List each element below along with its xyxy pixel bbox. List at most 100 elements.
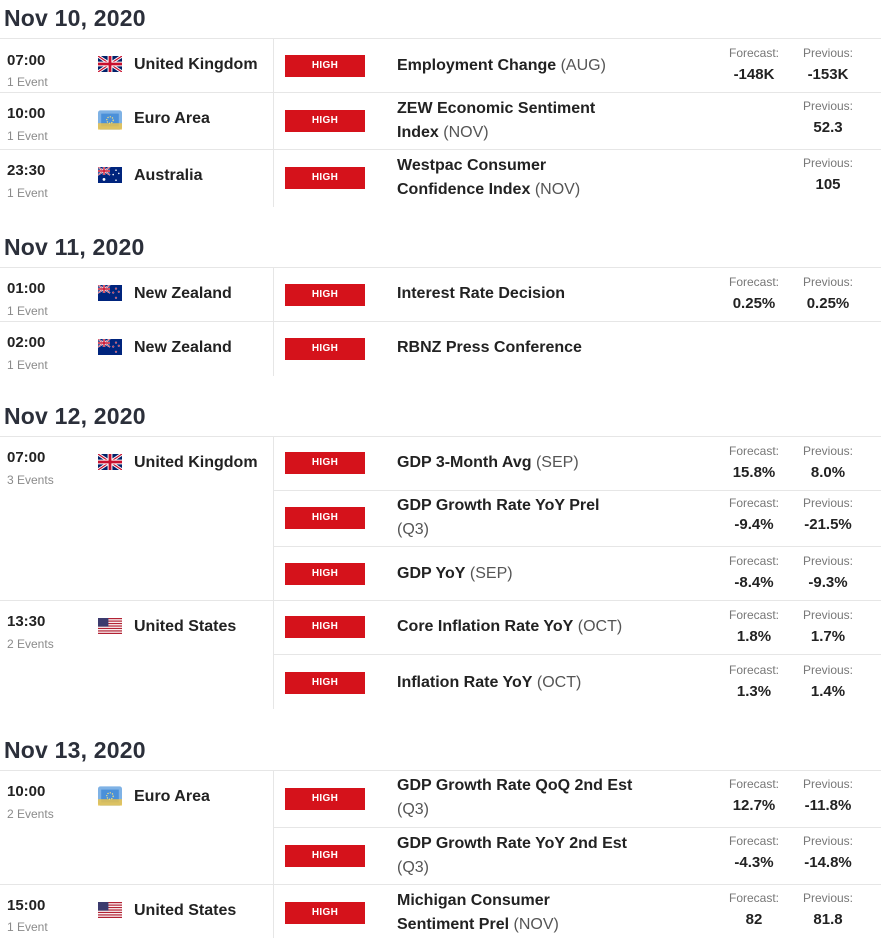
previous-label: Previous: <box>802 444 854 458</box>
new-zealand-flag-icon <box>98 339 122 355</box>
previous-label: Previous: <box>802 156 854 170</box>
event-name[interactable]: GDP 3-Month Avg (SEP) <box>397 454 579 471</box>
previous-label: Previous: <box>802 99 854 113</box>
forecast-label: Forecast: <box>728 46 779 60</box>
impact-badge: HIGH <box>285 563 365 585</box>
previous-label: Previous: <box>802 554 854 568</box>
country-name: Euro Area <box>134 110 210 127</box>
previous-value: -14.8% <box>804 854 852 871</box>
previous-label: Previous: <box>802 608 854 622</box>
forecast-label: Forecast: <box>728 608 779 622</box>
forecast-label: Forecast: <box>728 777 779 791</box>
column-divider <box>273 268 274 376</box>
event-count: 3 Events <box>7 473 54 487</box>
eu-flag-icon <box>98 786 122 806</box>
column-divider <box>273 437 274 709</box>
country-name: Euro Area <box>134 788 210 805</box>
new-zealand-flag-icon <box>98 285 122 301</box>
divider <box>0 149 881 150</box>
divider <box>0 38 881 39</box>
country-name: United Kingdom <box>134 454 258 471</box>
event-count: 2 Events <box>7 637 54 651</box>
event-time: 13:30 <box>7 613 46 630</box>
day-heading: Nov 12, 2020 <box>4 403 146 429</box>
country-name: United States <box>134 902 237 919</box>
impact-badge: HIGH <box>285 507 365 529</box>
previous-label: Previous: <box>802 777 854 791</box>
event-name[interactable]: Core Inflation Rate YoY (OCT) <box>397 618 623 635</box>
impact-badge: HIGH <box>285 902 365 924</box>
australia-flag-icon <box>98 167 122 183</box>
forecast-label: Forecast: <box>728 834 779 848</box>
us-flag-icon <box>98 902 122 918</box>
event-time: 10:00 <box>7 105 46 122</box>
event-name[interactable]: Michigan Consumer Sentiment Prel (NOV) <box>397 892 559 933</box>
impact-badge: HIGH <box>285 616 365 638</box>
impact-badge: HIGH <box>285 338 365 360</box>
previous-label: Previous: <box>802 834 854 848</box>
impact-badge: HIGH <box>285 110 365 132</box>
divider <box>0 92 881 93</box>
column-divider <box>273 771 274 938</box>
forecast-value: -4.3% <box>734 854 774 871</box>
impact-badge: HIGH <box>285 167 365 189</box>
divider <box>0 267 881 268</box>
event-name[interactable]: RBNZ Press Conference <box>397 339 582 356</box>
event-time: 07:00 <box>7 52 46 69</box>
event-count: 1 Event <box>7 920 48 934</box>
forecast-value: 82 <box>745 911 763 928</box>
previous-label: Previous: <box>802 46 854 60</box>
forecast-value: -8.4% <box>734 574 774 591</box>
forecast-label: Forecast: <box>728 275 779 289</box>
event-count: 1 Event <box>7 358 48 372</box>
forecast-value: 1.8% <box>736 628 772 645</box>
event-name[interactable]: Westpac Consumer Confidence Index (NOV) <box>397 157 581 198</box>
divider <box>0 770 881 771</box>
event-name[interactable]: GDP YoY (SEP) <box>397 565 513 582</box>
previous-label: Previous: <box>802 663 854 677</box>
event-name[interactable]: Interest Rate Decision <box>397 285 566 302</box>
forecast-label: Forecast: <box>728 663 779 677</box>
previous-value: 1.7% <box>810 628 846 645</box>
forecast-label: Forecast: <box>728 444 779 458</box>
event-time: 02:00 <box>7 334 46 351</box>
event-name[interactable]: GDP Growth Rate QoQ 2nd Est (Q3) <box>397 777 633 818</box>
country-name: United Kingdom <box>134 56 258 73</box>
country-name: New Zealand <box>134 339 232 356</box>
divider <box>0 600 881 601</box>
event-name[interactable]: ZEW Economic Sentiment Index (NOV) <box>397 100 596 141</box>
previous-value: -9.3% <box>808 574 848 591</box>
divider <box>274 654 881 655</box>
event-time: 10:00 <box>7 783 46 800</box>
event-count: 1 Event <box>7 129 48 143</box>
uk-flag-icon <box>98 56 122 72</box>
forecast-label: Forecast: <box>728 496 779 510</box>
previous-label: Previous: <box>802 496 854 510</box>
divider <box>0 436 881 437</box>
divider <box>274 546 881 547</box>
country-name: United States <box>134 618 237 635</box>
impact-badge: HIGH <box>285 452 365 474</box>
previous-value: -11.8% <box>804 797 852 814</box>
impact-badge: HIGH <box>285 284 365 306</box>
forecast-value: 15.8% <box>732 464 776 481</box>
event-count: 1 Event <box>7 304 48 318</box>
previous-label: Previous: <box>802 891 854 905</box>
country-name: Australia <box>134 167 203 184</box>
previous-value: 105 <box>815 176 841 193</box>
event-name[interactable]: GDP Growth Rate YoY 2nd Est (Q3) <box>397 835 627 876</box>
event-count: 2 Events <box>7 807 54 821</box>
forecast-value: 12.7% <box>732 797 776 814</box>
event-name[interactable]: Inflation Rate YoY (OCT) <box>397 674 582 691</box>
divider <box>0 321 881 322</box>
country-name: New Zealand <box>134 285 232 302</box>
forecast-label: Forecast: <box>728 891 779 905</box>
column-divider <box>273 39 274 207</box>
divider <box>274 490 881 491</box>
previous-value: -21.5% <box>804 516 852 533</box>
forecast-value: -148K <box>733 66 775 83</box>
event-count: 1 Event <box>7 75 48 89</box>
event-name[interactable]: Employment Change (AUG) <box>397 57 606 74</box>
event-name[interactable]: GDP Growth Rate YoY Prel (Q3) <box>397 497 600 538</box>
previous-value: 8.0% <box>810 464 846 481</box>
